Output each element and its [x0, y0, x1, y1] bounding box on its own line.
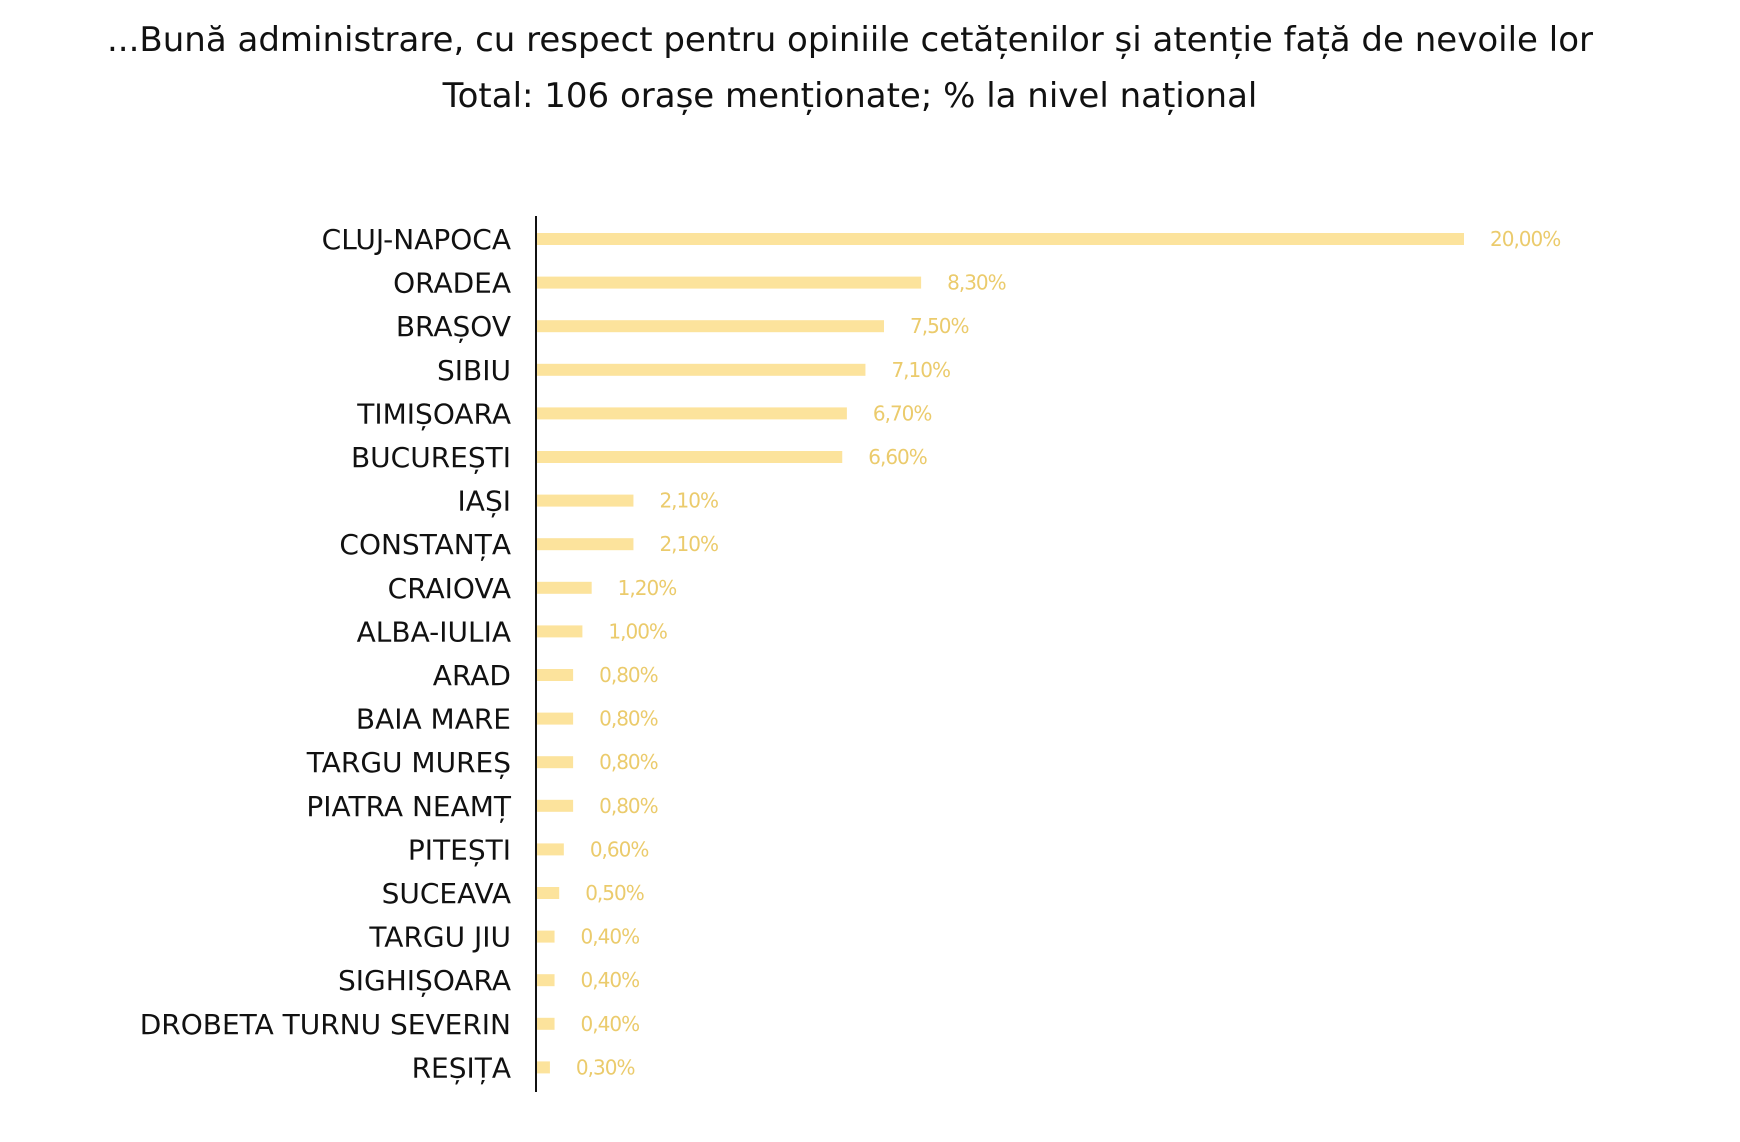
bar — [536, 712, 574, 725]
bar — [536, 538, 634, 551]
chart-title: ...Bună administrare, cu respect pentru … — [107, 20, 1593, 60]
category-label: BAIA MARE — [356, 703, 511, 736]
data-label: 0,40% — [581, 1012, 640, 1036]
data-label: 0,40% — [581, 925, 640, 949]
data-label: 6,70% — [873, 401, 932, 425]
data-label: 2,10% — [659, 532, 718, 556]
category-label: ARAD — [433, 659, 511, 692]
bar — [536, 1017, 555, 1030]
category-label: CONSTANȚA — [339, 528, 511, 561]
category-label: PITEȘTI — [408, 833, 511, 866]
data-label: 7,50% — [910, 314, 969, 338]
bar — [536, 799, 574, 812]
bar — [536, 930, 555, 943]
bar — [536, 974, 555, 987]
bar — [536, 756, 574, 769]
bar — [536, 363, 866, 376]
category-label: IAȘI — [458, 485, 511, 518]
bar — [536, 669, 574, 681]
bar — [536, 494, 634, 507]
category-label: ALBA-IULIA — [357, 615, 511, 648]
bar — [536, 233, 1464, 245]
data-label: 8,30% — [947, 271, 1006, 295]
data-label: 0,50% — [585, 881, 644, 905]
category-label: TIMIȘOARA — [356, 397, 511, 430]
category-label: SUCEAVA — [382, 877, 511, 910]
category-label: BRAȘOV — [396, 310, 511, 343]
bar — [536, 276, 922, 289]
bar — [536, 407, 847, 420]
category-label: CRAIOVA — [388, 572, 511, 605]
chart-subtitle: Total: 106 orașe menționate; % la nivel … — [442, 76, 1258, 116]
bar — [536, 887, 560, 899]
bar — [536, 451, 843, 463]
data-label: 0,80% — [599, 794, 658, 818]
data-label: 1,00% — [608, 619, 667, 643]
data-label: 20,00% — [1490, 227, 1560, 251]
bar — [536, 843, 564, 856]
category-label: TARGU JIU — [368, 921, 511, 954]
bar — [536, 1061, 550, 1074]
category-label: CLUJ-NAPOCA — [322, 223, 511, 256]
data-label: 6,60% — [868, 445, 927, 469]
bar — [536, 581, 592, 594]
bar — [536, 320, 884, 333]
category-label: ORADEA — [393, 267, 511, 300]
data-label: 0,80% — [599, 750, 658, 774]
category-label: DROBETA TURNU SEVERIN — [140, 1008, 511, 1041]
data-label: 0,80% — [599, 663, 658, 687]
data-label: 2,10% — [659, 489, 718, 513]
bar — [536, 625, 583, 638]
data-label: 0,60% — [590, 837, 649, 861]
category-label: BUCUREȘTI — [351, 441, 511, 474]
data-label: 7,10% — [891, 358, 950, 382]
category-label: SIGHIȘOARA — [338, 964, 511, 997]
category-label: SIBIU — [437, 354, 511, 387]
category-label: REȘIȚA — [412, 1051, 511, 1084]
data-label: 0,30% — [576, 1055, 635, 1079]
data-label: 0,80% — [599, 707, 658, 731]
category-label: PIATRA NEAMȚ — [306, 790, 512, 823]
data-label: 0,40% — [581, 968, 640, 992]
category-label: TARGU MUREȘ — [306, 746, 511, 779]
data-label: 1,20% — [618, 576, 677, 600]
